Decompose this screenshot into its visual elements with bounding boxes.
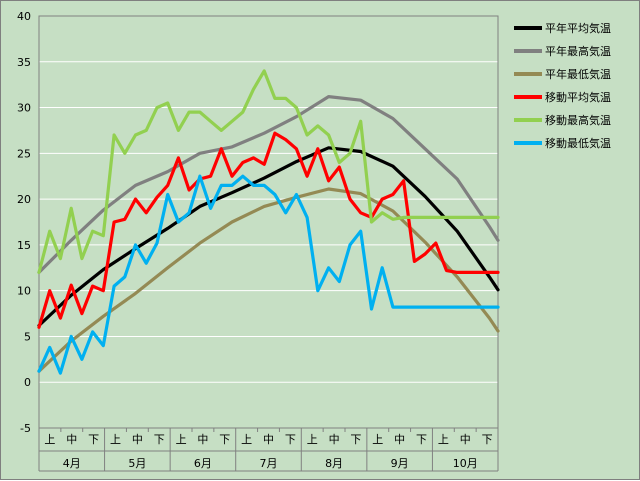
y-tick-label: -5	[20, 422, 31, 435]
decade-label: 上	[44, 433, 55, 446]
decade-label: 下	[416, 433, 427, 446]
decade-label: 下	[350, 433, 361, 446]
decade-label: 上	[372, 433, 383, 446]
y-tick-label: 0	[24, 376, 31, 389]
decade-label: 下	[219, 433, 230, 446]
plot-area-border	[38, 15, 499, 429]
month-label: 10月	[453, 457, 478, 470]
y-tick-label: 15	[17, 239, 31, 252]
month-label: 8月	[325, 457, 343, 470]
series-line	[37, 69, 500, 274]
month-label: 6月	[194, 457, 212, 470]
series-line	[37, 131, 500, 329]
decade-label: 中	[66, 433, 77, 446]
y-tick-label: 40	[17, 10, 31, 23]
decade-label: 下	[154, 433, 165, 446]
decade-label: 下	[88, 433, 99, 446]
series-line	[37, 174, 500, 375]
decade-label: 中	[394, 433, 405, 446]
legend-label: 移動最高気温	[545, 113, 611, 127]
y-tick-label: 20	[17, 193, 31, 206]
legend-label: 平年最低気温	[545, 67, 611, 81]
decade-label: 中	[263, 433, 274, 446]
decade-label: 上	[176, 433, 187, 446]
decade-label: 上	[241, 433, 252, 446]
series-line	[37, 146, 500, 328]
legend-label: 移動平均気温	[545, 90, 611, 104]
decade-label: 下	[482, 433, 493, 446]
decade-label: 下	[285, 433, 296, 446]
y-tick-label: 5	[24, 330, 31, 343]
month-label: 5月	[128, 457, 146, 470]
y-tick-label: 25	[17, 147, 31, 160]
decade-label: 上	[110, 433, 121, 446]
decade-label: 中	[329, 433, 340, 446]
legend-label: 移動最低気温	[545, 136, 611, 150]
legend-label: 平年最高気温	[545, 44, 611, 58]
month-label: 9月	[391, 457, 409, 470]
decade-label: 上	[438, 433, 449, 446]
y-tick-label: 35	[17, 56, 31, 69]
y-tick-label: 10	[17, 285, 31, 298]
y-tick-label: 30	[17, 102, 31, 115]
legend-label: 平年平均気温	[545, 21, 611, 35]
month-label: 4月	[63, 457, 81, 470]
decade-label: 中	[132, 433, 143, 446]
decade-label: 中	[460, 433, 471, 446]
month-label: 7月	[260, 457, 278, 470]
decade-label: 中	[197, 433, 208, 446]
decade-label: 上	[307, 433, 318, 446]
series-line	[37, 94, 500, 274]
